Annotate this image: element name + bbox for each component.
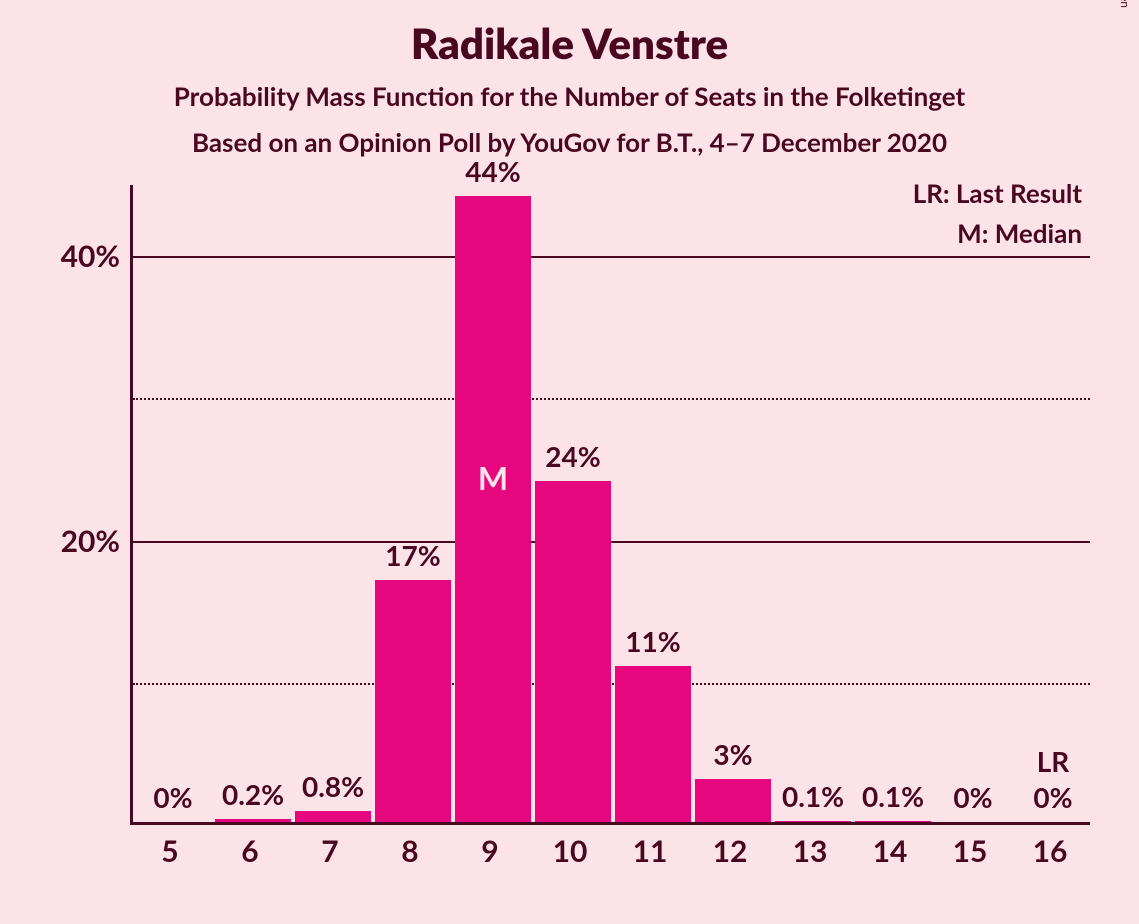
bar bbox=[775, 821, 851, 822]
y-axis-tick-label: 20% bbox=[20, 523, 120, 559]
bar-value-label: 11% bbox=[593, 624, 713, 658]
chart-subtitle-2: Based on an Opinion Poll by YouGov for B… bbox=[0, 126, 1139, 158]
bar-value-label: 0% bbox=[993, 780, 1113, 814]
bar bbox=[295, 811, 371, 822]
x-axis-tick-label: 9 bbox=[450, 833, 530, 869]
chart-title: Radikale Venstre bbox=[0, 18, 1139, 68]
chart-legend: LR: Last Result M: Median bbox=[913, 177, 1082, 257]
legend-m: M: Median bbox=[913, 217, 1082, 249]
x-axis-tick-label: 10 bbox=[530, 833, 610, 869]
legend-lr: LR: Last Result bbox=[913, 177, 1082, 209]
bar bbox=[855, 821, 931, 822]
x-axis-tick-label: 11 bbox=[610, 833, 690, 869]
page-root: © 2020 Filip van Laenen Radikale Venstre… bbox=[0, 0, 1139, 924]
bar-value-label: 44% bbox=[433, 154, 553, 188]
x-axis-tick-label: 12 bbox=[690, 833, 770, 869]
bar-value-label: 24% bbox=[513, 439, 633, 473]
gridline-minor bbox=[133, 398, 1090, 400]
x-axis-tick-label: 7 bbox=[290, 833, 370, 869]
x-axis-tick-label: 6 bbox=[210, 833, 290, 869]
x-axis-tick-label: 15 bbox=[930, 833, 1010, 869]
x-axis-tick-label: 14 bbox=[850, 833, 930, 869]
gridline-major bbox=[133, 541, 1090, 543]
chart-subtitle-1: Probability Mass Function for the Number… bbox=[0, 80, 1139, 112]
bar bbox=[215, 819, 291, 822]
x-axis-tick-label: 8 bbox=[370, 833, 450, 869]
gridline-major bbox=[133, 256, 1090, 258]
title-block: Radikale Venstre Probability Mass Functi… bbox=[0, 0, 1139, 158]
bar-value-label: 3% bbox=[673, 737, 793, 771]
chart-container: LR: Last Result M: Median 0%0.2%0.8%17%4… bbox=[60, 185, 1100, 885]
gridline-minor bbox=[133, 683, 1090, 685]
copyright-text: © 2020 Filip van Laenen bbox=[1118, 0, 1133, 8]
bar bbox=[375, 580, 451, 822]
y-axis-tick-label: 40% bbox=[20, 238, 120, 274]
x-axis-tick-label: 13 bbox=[770, 833, 850, 869]
x-axis-tick-label: 16 bbox=[1010, 833, 1090, 869]
bar bbox=[455, 196, 531, 822]
plot-area: LR: Last Result M: Median 0%0.2%0.8%17%4… bbox=[130, 185, 1090, 825]
x-axis-tick-label: 5 bbox=[130, 833, 210, 869]
lr-marker: LR bbox=[993, 744, 1113, 778]
